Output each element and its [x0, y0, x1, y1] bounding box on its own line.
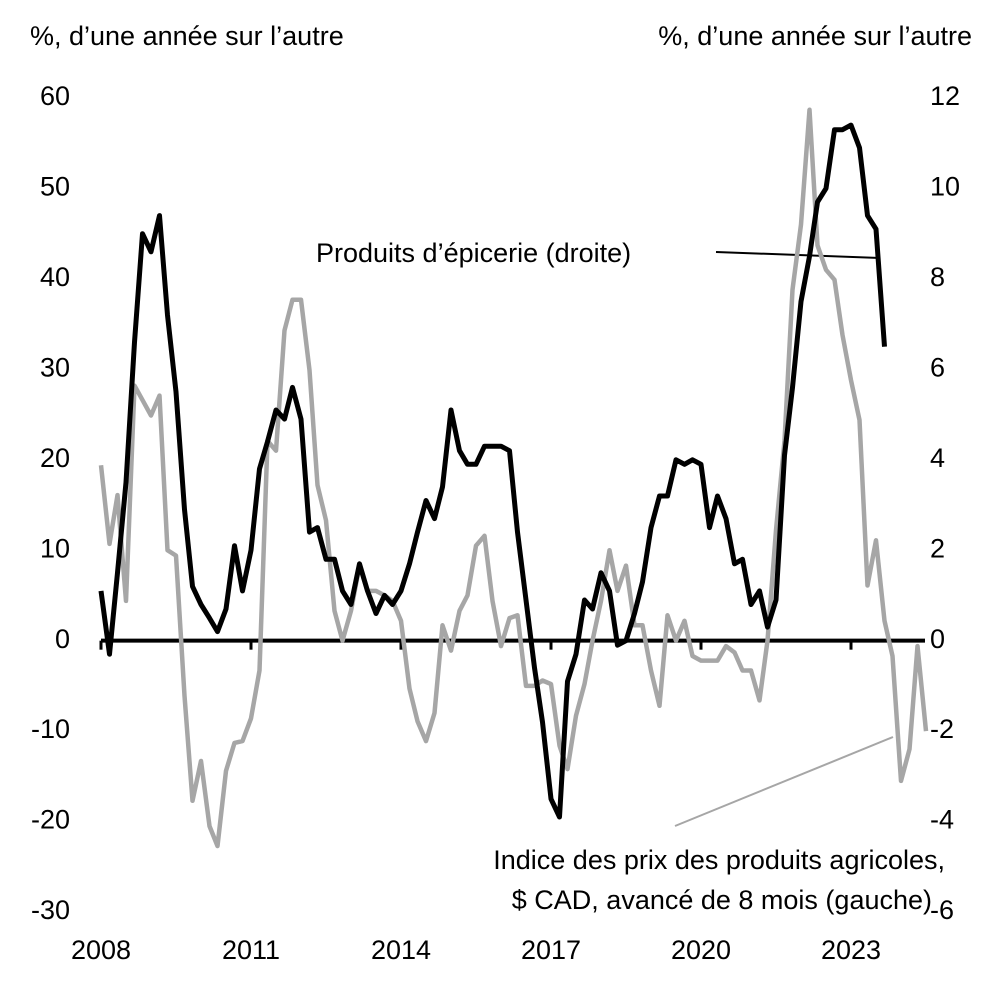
annotation: $ CAD, avancé de 8 mois (gauche)	[512, 885, 932, 915]
y2-tick-label: -6	[930, 895, 954, 925]
y-tick-label: 20	[40, 443, 70, 473]
y-tick-label: 30	[40, 352, 70, 382]
y2-tick-label: 12	[930, 81, 960, 111]
x-tick-label: 2023	[821, 935, 881, 965]
y2-tick-label: -4	[930, 805, 954, 835]
y2-tick-label: -2	[930, 714, 954, 744]
x-tick-label: 2011	[222, 935, 280, 965]
y-axis-title: %, d’une année sur l’autre	[30, 21, 344, 51]
y-tick-label: -10	[31, 714, 70, 744]
y-tick-label: 40	[40, 262, 70, 292]
annotation: Indice des prix des produits agricoles,	[493, 845, 945, 875]
x-tick-label: 2020	[671, 935, 731, 965]
y-tick-label: 0	[55, 624, 70, 654]
series-line	[98, 107, 929, 849]
y2-tick-label: 6	[930, 352, 945, 382]
y2-tick-label: 10	[930, 172, 960, 202]
y-tick-label: 60	[40, 81, 70, 111]
y-tick-label: 50	[40, 172, 70, 202]
leader-line	[674, 736, 894, 827]
y2-tick-label: 0	[930, 624, 945, 654]
y2-tick-label: 2	[930, 533, 945, 563]
y-tick-label: -30	[31, 895, 70, 925]
annotation: Produits d’épicerie (droite)	[316, 238, 631, 268]
y2-axis-title: %, d’une année sur l’autre	[658, 21, 972, 51]
series-line	[98, 122, 887, 820]
x-tick-label: 2014	[371, 935, 431, 965]
x-tick-label: 2017	[521, 935, 581, 965]
x-tick-label: 2008	[71, 935, 131, 965]
y-tick-label: 10	[40, 533, 70, 563]
y2-tick-label: 8	[930, 262, 945, 292]
y2-tick-label: 4	[930, 443, 945, 473]
y-tick-label: -20	[31, 805, 70, 835]
